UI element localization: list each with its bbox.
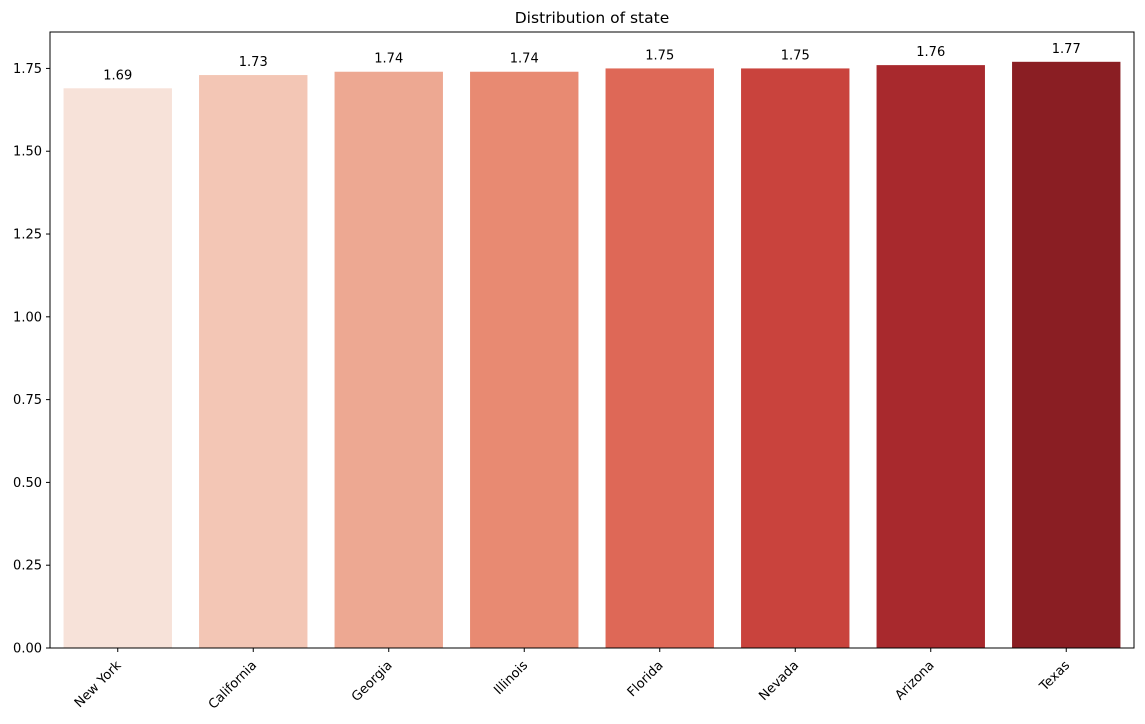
- x-tick-label: Florida: [625, 658, 667, 700]
- x-tick-label: California: [206, 658, 260, 712]
- x-tick-label: Texas: [1036, 658, 1073, 695]
- y-tick-label: 0.25: [13, 559, 42, 574]
- plot-frame: [49, 31, 1135, 649]
- bar-new-york: [63, 88, 172, 648]
- x-tick-label: Illinois: [491, 658, 531, 698]
- y-tick-label: 0.75: [13, 393, 42, 408]
- bar-illinois: [470, 71, 579, 648]
- chart-title: Distribution of state: [515, 9, 670, 27]
- y-axis: 0.00 0.25 0.50 0.75 1.00 1.25 1.50 1.75: [13, 62, 50, 657]
- bars-group: 1.69 1.73 1.74 1.74 1.75 1.75 1.76 1.77: [63, 42, 1121, 648]
- x-tick-label: Arizona: [892, 658, 937, 703]
- y-tick-label: 0.50: [13, 476, 42, 491]
- y-tick-label: 0.00: [13, 642, 42, 657]
- bar-arizona: [876, 65, 985, 648]
- data-label: 1.76: [916, 45, 945, 60]
- bar-georgia: [334, 71, 443, 648]
- data-label: 1.73: [239, 55, 268, 70]
- bar-texas: [1012, 61, 1121, 648]
- data-label: 1.75: [781, 48, 810, 63]
- y-tick-label: 1.25: [13, 228, 42, 243]
- bar-florida: [605, 68, 714, 648]
- data-label: 1.77: [1052, 42, 1081, 57]
- bar-california: [199, 75, 308, 648]
- y-tick-label: 1.50: [13, 145, 42, 160]
- x-axis: New York California Georgia Illinois Florida…: [72, 648, 1073, 712]
- x-tick-label: Nevada: [756, 658, 802, 704]
- y-tick-label: 1.00: [13, 310, 42, 325]
- x-tick-label: Georgia: [349, 658, 396, 705]
- data-label: 1.74: [510, 52, 539, 67]
- data-label: 1.75: [645, 48, 674, 63]
- data-label: 1.69: [103, 68, 132, 83]
- bar-nevada: [741, 68, 850, 648]
- data-label: 1.74: [374, 52, 403, 67]
- y-tick-label: 1.75: [13, 62, 42, 77]
- x-tick-label: New York: [72, 658, 125, 711]
